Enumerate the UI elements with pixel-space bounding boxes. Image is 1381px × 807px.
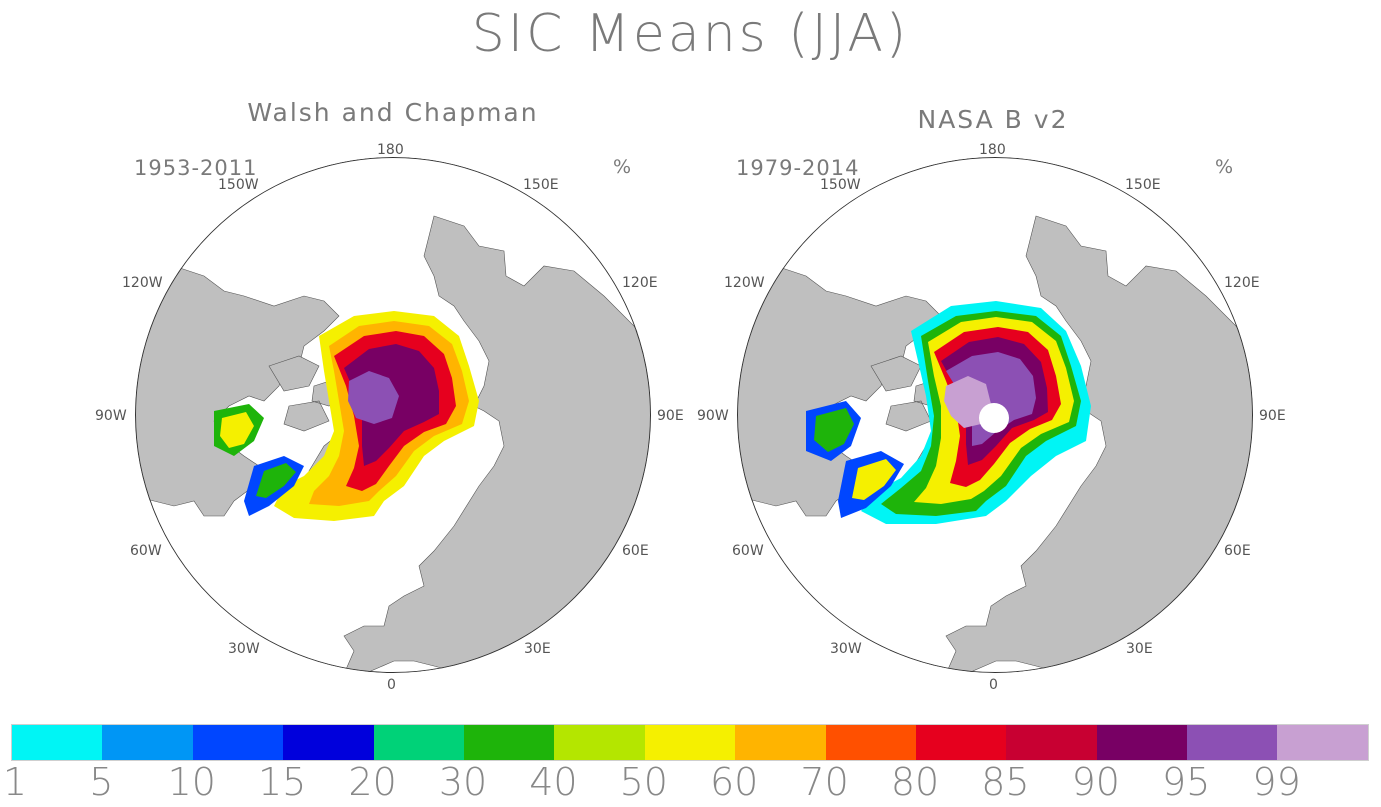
colorbar-label-30: 30 xyxy=(438,760,488,804)
colorbar-label-85: 85 xyxy=(981,760,1030,804)
colorbar-swatch-14 xyxy=(1187,725,1278,760)
panel-title-right: NASA B v2 xyxy=(917,105,1069,134)
lon-label-30e-right: 30E xyxy=(1126,641,1153,657)
lon-label-90w-right: 90W xyxy=(697,408,729,424)
lon-label-30w-right: 30W xyxy=(830,641,862,657)
colorbar-swatch-12 xyxy=(1006,725,1097,760)
lon-label-60w-left: 60W xyxy=(130,543,162,559)
lon-label-60e-right: 60E xyxy=(1224,543,1251,559)
colorbar-swatch-3 xyxy=(192,725,284,760)
sea-ice-field xyxy=(806,301,1091,524)
colorbar-label-1: 1 xyxy=(2,760,28,804)
lon-label-120w-right: 120W xyxy=(724,275,765,291)
figure-title: SIC Means (JJA) xyxy=(471,4,910,64)
colorbar-swatch-8 xyxy=(644,725,736,760)
period-right: 1979-2014 xyxy=(736,156,860,180)
colorbar-label-95: 95 xyxy=(1162,760,1211,804)
panel-title-left: Walsh and Chapman xyxy=(247,98,539,127)
polar-map-right xyxy=(737,157,1253,673)
eurasia-land xyxy=(945,215,1253,673)
lon-label-90e-left: 90E xyxy=(657,408,684,424)
lon-label-150w-right: 150W xyxy=(820,177,861,193)
colorbar-swatch-1 xyxy=(12,725,103,760)
lon-label-90e-right: 90E xyxy=(1259,408,1286,424)
lon-label-0-right: 0 xyxy=(989,677,998,693)
colorbar-swatch-15 xyxy=(1277,725,1368,760)
colorbar-swatch-11 xyxy=(915,725,1007,760)
north-america-land xyxy=(737,265,942,517)
colorbar-swatch-10 xyxy=(825,725,916,760)
colorbar-swatch-13 xyxy=(1096,725,1188,760)
polar-map-left xyxy=(135,157,651,673)
period-left: 1953-2011 xyxy=(134,156,258,180)
lon-label-180-right: 180 xyxy=(979,142,1006,158)
colorbar-label-60: 60 xyxy=(710,760,759,804)
colorbar-swatch-2 xyxy=(102,725,193,760)
colorbar-swatch-6 xyxy=(463,725,555,760)
lon-label-120w-left: 120W xyxy=(122,275,163,291)
unit-right: % xyxy=(1215,156,1234,178)
lon-label-30e-left: 30E xyxy=(524,641,551,657)
lon-label-150e-left: 150E xyxy=(523,177,559,193)
colorbar-swatch-5 xyxy=(373,725,464,760)
north-america-land xyxy=(135,265,340,517)
colorbar-swatch-7 xyxy=(554,725,645,760)
colorbar-swatch-9 xyxy=(735,725,826,760)
eurasia-land xyxy=(343,215,651,673)
lon-label-60w-right: 60W xyxy=(732,543,764,559)
lon-label-90w-left: 90W xyxy=(95,408,127,424)
colorbar-label-40: 40 xyxy=(529,760,578,804)
colorbar-label-5: 5 xyxy=(89,760,114,804)
colorbar-label-50: 50 xyxy=(619,760,668,804)
lon-label-60e-left: 60E xyxy=(622,543,649,559)
colorbar-label-90: 90 xyxy=(1071,760,1120,804)
colorbar-swatch-4 xyxy=(283,725,374,760)
colorbar-label-15: 15 xyxy=(258,760,307,804)
lon-label-30w-left: 30W xyxy=(228,641,260,657)
colorbar-label-80: 80 xyxy=(890,760,940,804)
colorbar-label-99: 99 xyxy=(1252,760,1301,804)
lon-label-0-left: 0 xyxy=(387,677,396,693)
colorbar-label-70: 70 xyxy=(800,760,849,804)
colorbar-label-10: 10 xyxy=(167,760,216,804)
lon-label-150e-right: 150E xyxy=(1125,177,1161,193)
colorbar-label-20: 20 xyxy=(348,760,397,804)
lon-label-120e-left: 120E xyxy=(622,275,658,291)
lon-label-180-left: 180 xyxy=(377,142,404,158)
colorbar xyxy=(11,724,1369,761)
unit-left: % xyxy=(613,156,632,178)
lon-label-150w-left: 150W xyxy=(218,177,259,193)
sea-ice-field xyxy=(214,311,479,521)
lon-label-120e-right: 120E xyxy=(1224,275,1260,291)
